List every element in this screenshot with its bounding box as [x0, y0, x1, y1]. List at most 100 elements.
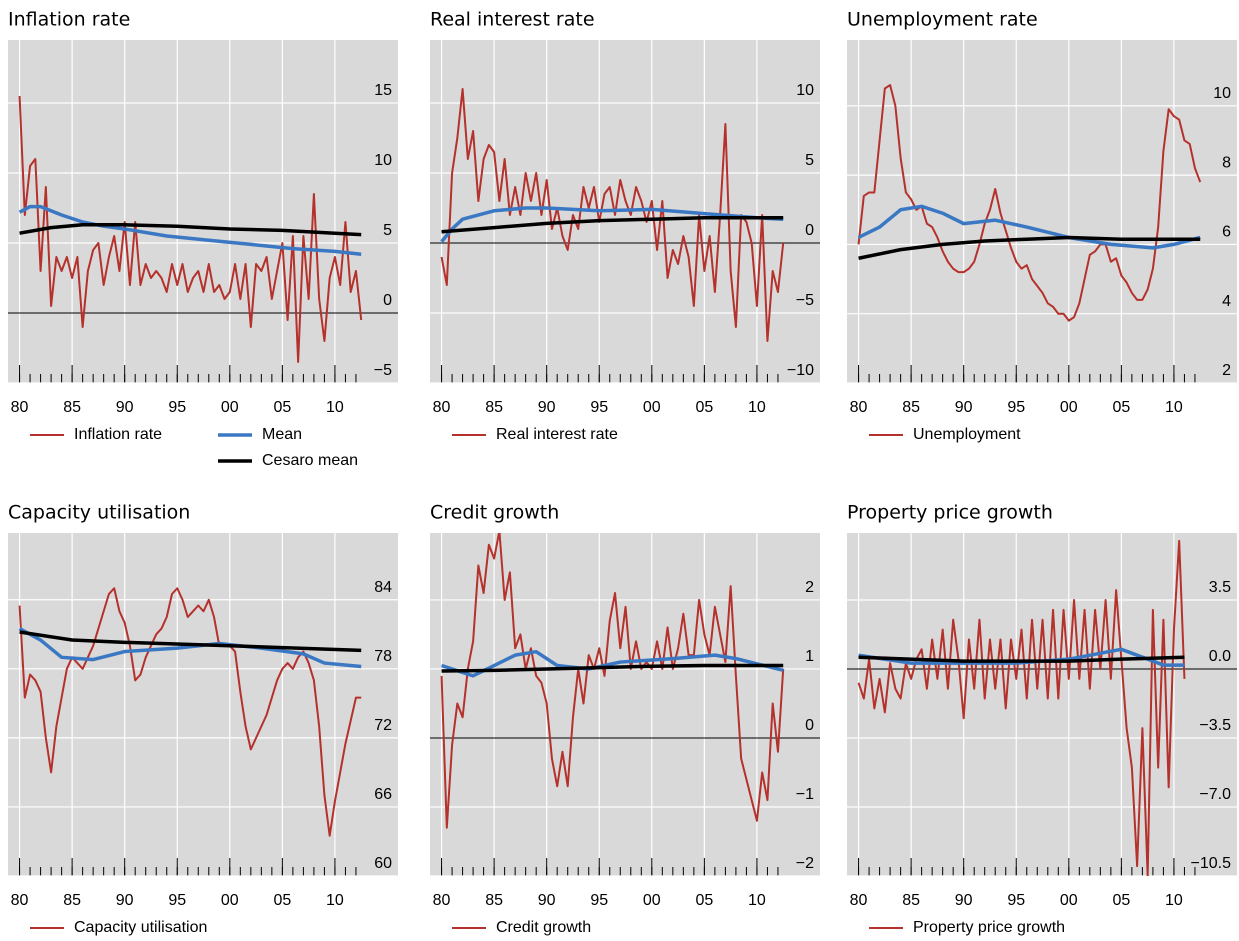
x-tick-label: 10	[1165, 892, 1183, 909]
y-tick-label: 60	[374, 855, 392, 872]
y-tick-label: 72	[374, 717, 392, 734]
x-tick-label: 80	[11, 892, 29, 909]
x-tick-label: 10	[748, 399, 766, 416]
x-tick-label: 95	[590, 892, 608, 909]
x-tick-label: 05	[1112, 399, 1130, 416]
series-group	[857, 84, 1202, 322]
chart-title: Credit growth	[430, 502, 559, 524]
plot-area	[847, 533, 1237, 876]
x-tick-label: 80	[433, 399, 451, 416]
x-tick-label: 05	[273, 399, 291, 416]
x-tick-label: 85	[63, 399, 81, 416]
series-group	[18, 95, 363, 363]
y-tick-label: 5	[383, 222, 392, 239]
x-tick-label: 85	[485, 892, 503, 909]
y-tick-label: 0.0	[1209, 648, 1231, 665]
y-tick-label: 0	[805, 222, 814, 239]
legend-label: Credit growth	[496, 919, 591, 936]
chart-title: Inflation rate	[8, 9, 130, 31]
x-tick-label: 95	[168, 399, 186, 416]
y-tick-label: −10.5	[1191, 855, 1232, 872]
x-tick-label: 80	[433, 892, 451, 909]
series-line	[440, 88, 785, 342]
x-tick-label: 85	[63, 892, 81, 909]
series-line	[440, 533, 785, 829]
series-line	[857, 539, 1186, 876]
y-tick-label: −7.0	[1199, 786, 1231, 803]
y-tick-label: 2	[1222, 362, 1231, 379]
series-line	[858, 647, 1185, 667]
chart-title: Capacity utilisation	[8, 502, 190, 524]
series-line	[18, 626, 362, 669]
x-tick-label: 05	[695, 892, 713, 909]
y-tick-label: 78	[374, 648, 392, 665]
x-tick-label: 90	[116, 399, 134, 416]
x-tick-label: 90	[116, 892, 134, 909]
y-tick-label: 10	[796, 82, 814, 99]
legend-label: Real interest rate	[496, 426, 618, 443]
series-line	[440, 206, 784, 243]
legend-label: Property price growth	[913, 919, 1065, 936]
series-group	[857, 539, 1186, 876]
series-line	[19, 630, 362, 653]
chart-panel: Credit growth 80 85 90 95 00 05 10 −2 −1 0 1 2 Credit…	[430, 502, 820, 936]
x-tick-label: 05	[1112, 892, 1130, 909]
x-tick-label: 00	[221, 399, 239, 416]
x-tick-label: 95	[590, 399, 608, 416]
legend-label: Capacity utilisation	[74, 919, 207, 936]
y-tick-label: 2	[805, 579, 814, 596]
x-tick-label: 10	[326, 892, 344, 909]
x-tick-label: 95	[1007, 399, 1025, 416]
series-line	[857, 204, 1201, 250]
series-group	[18, 587, 362, 837]
x-tick-label: 85	[485, 399, 503, 416]
series-line	[441, 649, 784, 678]
legend-label: Mean	[262, 426, 302, 443]
x-tick-label: 00	[643, 892, 661, 909]
y-tick-label: 66	[374, 786, 392, 803]
y-tick-label: −3.5	[1199, 717, 1231, 734]
chart-title: Unemployment rate	[847, 9, 1038, 31]
plot-area	[8, 40, 398, 383]
x-tick-label: 80	[850, 399, 868, 416]
y-tick-label: 84	[374, 579, 392, 596]
x-tick-label: 00	[1060, 399, 1078, 416]
y-tick-label: 3.5	[1209, 579, 1231, 596]
x-tick-label: 10	[1165, 399, 1183, 416]
y-tick-label: 1	[805, 648, 814, 665]
series-group	[440, 533, 785, 829]
x-tick-label: 00	[221, 892, 239, 909]
y-tick-label: −5	[796, 292, 814, 309]
chart-title: Real interest rate	[430, 9, 595, 31]
x-tick-label: 90	[538, 892, 556, 909]
y-tick-label: −2	[796, 855, 814, 872]
y-tick-label: 5	[805, 152, 814, 169]
x-tick-label: 80	[11, 399, 29, 416]
x-tick-label: 95	[168, 892, 186, 909]
y-tick-label: −5	[374, 362, 392, 379]
chart-panel: Capacity utilisation 80 85 90 95 00 05 10 60 66 72…	[8, 502, 398, 936]
series-line	[18, 204, 362, 256]
series-line	[858, 235, 1201, 260]
series-line	[18, 95, 363, 363]
y-tick-label: −1	[796, 786, 814, 803]
x-tick-label: 95	[1007, 892, 1025, 909]
x-tick-label: 05	[273, 892, 291, 909]
series-line	[858, 655, 1185, 663]
y-tick-label: −10	[787, 362, 814, 379]
plot-area	[8, 533, 398, 876]
y-tick-label: 4	[1222, 293, 1231, 310]
x-tick-label: 85	[902, 892, 920, 909]
x-tick-label: 00	[643, 399, 661, 416]
x-tick-label: 80	[850, 892, 868, 909]
series-line	[19, 223, 362, 237]
x-tick-label: 90	[538, 399, 556, 416]
y-tick-label: 0	[383, 292, 392, 309]
x-tick-label: 90	[955, 399, 973, 416]
plot-area	[430, 533, 820, 876]
y-tick-label: 15	[374, 82, 392, 99]
plot-area	[847, 40, 1237, 383]
